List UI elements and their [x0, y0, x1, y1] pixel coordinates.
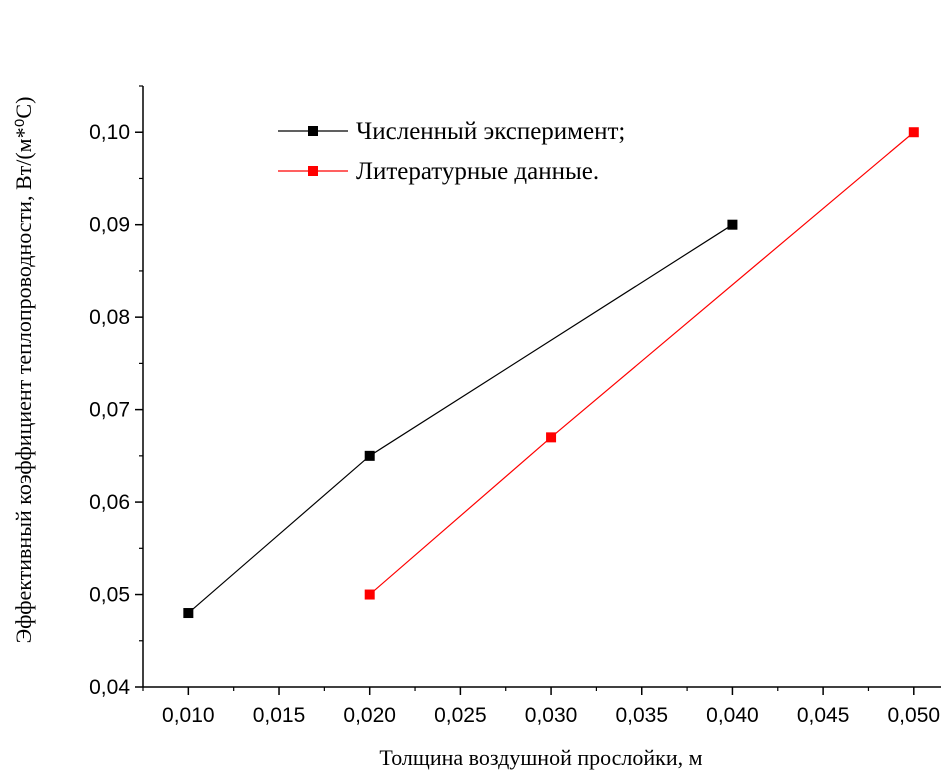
- series-layer: [183, 127, 919, 619]
- x-tick-label: 0,050: [888, 704, 941, 727]
- x-tick-label: 0,035: [615, 704, 668, 727]
- series-line-1: [187, 224, 733, 614]
- data-point: [364, 589, 375, 600]
- legend: Численный эксперимент; Литературные данны…: [278, 118, 625, 185]
- x-tick-label: 0,025: [434, 704, 487, 727]
- data-point: [546, 432, 557, 443]
- x-tick-label: 0,040: [706, 704, 759, 727]
- x-axis-title: Толщина воздушной прослойки, м: [379, 745, 702, 770]
- data-point: [183, 608, 194, 619]
- y-tick-label: 0,05: [89, 584, 130, 607]
- legend-label-2: Литературные данные.: [356, 158, 599, 185]
- data-point: [908, 127, 919, 138]
- data-point: [727, 219, 738, 230]
- legend-marker-1: [308, 126, 318, 136]
- legend-label-1: Численный эксперимент;: [356, 118, 625, 145]
- y-tick-label: 0,04: [89, 676, 130, 699]
- data-point: [364, 450, 375, 461]
- x-tick-label: 0,010: [162, 704, 215, 727]
- x-tick-label: 0,020: [343, 704, 396, 727]
- axes: 0,04 0,05 0,06 0,07 0,08 0,09 0,10 0,010 0,015 0,…: [89, 85, 941, 727]
- legend-marker-2: [308, 166, 318, 176]
- series-line-2: [369, 131, 915, 595]
- y-axis-title: Эффективный коэффициент теплопроводности…: [11, 97, 36, 644]
- x-tick-label: 0,045: [797, 704, 850, 727]
- x-tick-label: 0,030: [525, 704, 578, 727]
- x-tick-label: 0,015: [253, 704, 306, 727]
- y-tick-label: 0,07: [89, 399, 130, 422]
- y-tick-label: 0,09: [89, 214, 130, 237]
- y-tick-label: 0,10: [89, 121, 130, 144]
- y-tick-label: 0,06: [89, 491, 130, 514]
- y-tick-label: 0,08: [89, 306, 130, 329]
